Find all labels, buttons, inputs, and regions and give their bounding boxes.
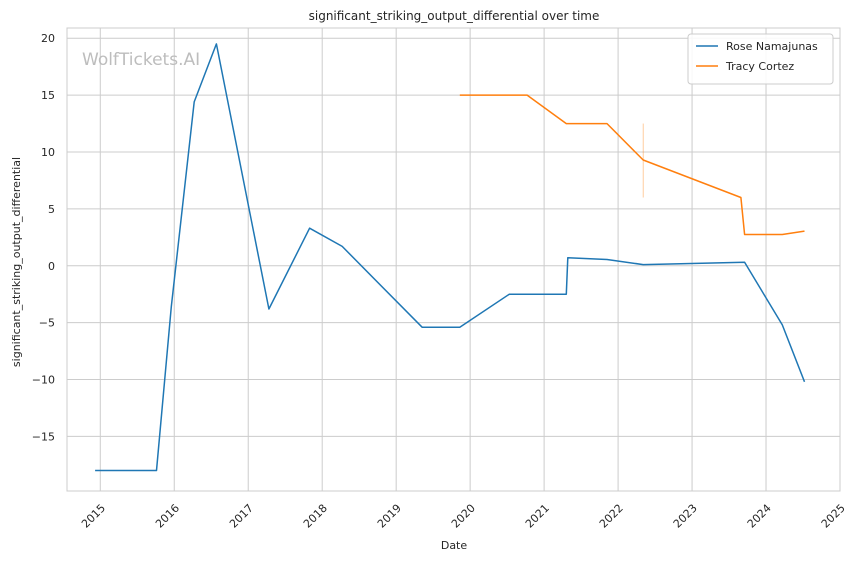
x-axis-title: Date — [441, 539, 468, 552]
series-lines — [95, 43, 806, 472]
grid — [67, 28, 841, 491]
x-tick-label: 2017 — [227, 502, 256, 531]
y-tick-label: 0 — [48, 260, 55, 273]
y-tick-label: 5 — [48, 203, 55, 216]
legend: Rose Namajunas Tracy Cortez — [687, 33, 834, 85]
x-tick-label: 2024 — [745, 502, 774, 531]
x-tick-label: 2016 — [153, 502, 182, 531]
legend-label: Tracy Cortez — [725, 60, 794, 73]
y-tick-label: −5 — [39, 317, 55, 330]
y-tick-label: 20 — [41, 32, 55, 45]
x-tick-label: 2025 — [819, 502, 848, 531]
chart-title: significant_striking_output_differential… — [309, 9, 600, 23]
y-axis: −15 −10 −5 0 5 10 15 20 — [32, 32, 55, 443]
x-tick-label: 2021 — [523, 502, 552, 531]
x-tick-label: 2020 — [449, 502, 478, 531]
x-tick-label: 2015 — [79, 502, 108, 531]
legend-label: Rose Namajunas — [726, 40, 818, 53]
series-line-1 — [459, 94, 805, 236]
x-tick-label: 2019 — [375, 502, 404, 531]
y-tick-label: 15 — [41, 89, 55, 102]
y-tick-label: −10 — [32, 374, 55, 387]
y-tick-label: 10 — [41, 146, 55, 159]
legend-box — [687, 33, 834, 85]
x-tick-label: 2022 — [597, 502, 626, 531]
y-tick-label: −15 — [32, 430, 55, 443]
x-axis: 2015 2016 2017 2018 2019 2020 2021 2022 2023 2024… — [79, 502, 848, 531]
plot-frame — [66, 27, 841, 492]
watermark-text: WolfTickets.AI — [82, 50, 200, 70]
x-tick-label: 2023 — [671, 502, 700, 531]
x-tick-label: 2018 — [301, 502, 330, 531]
series-line-0 — [95, 43, 806, 472]
y-axis-title: significant_striking_output_differential — [10, 157, 23, 367]
